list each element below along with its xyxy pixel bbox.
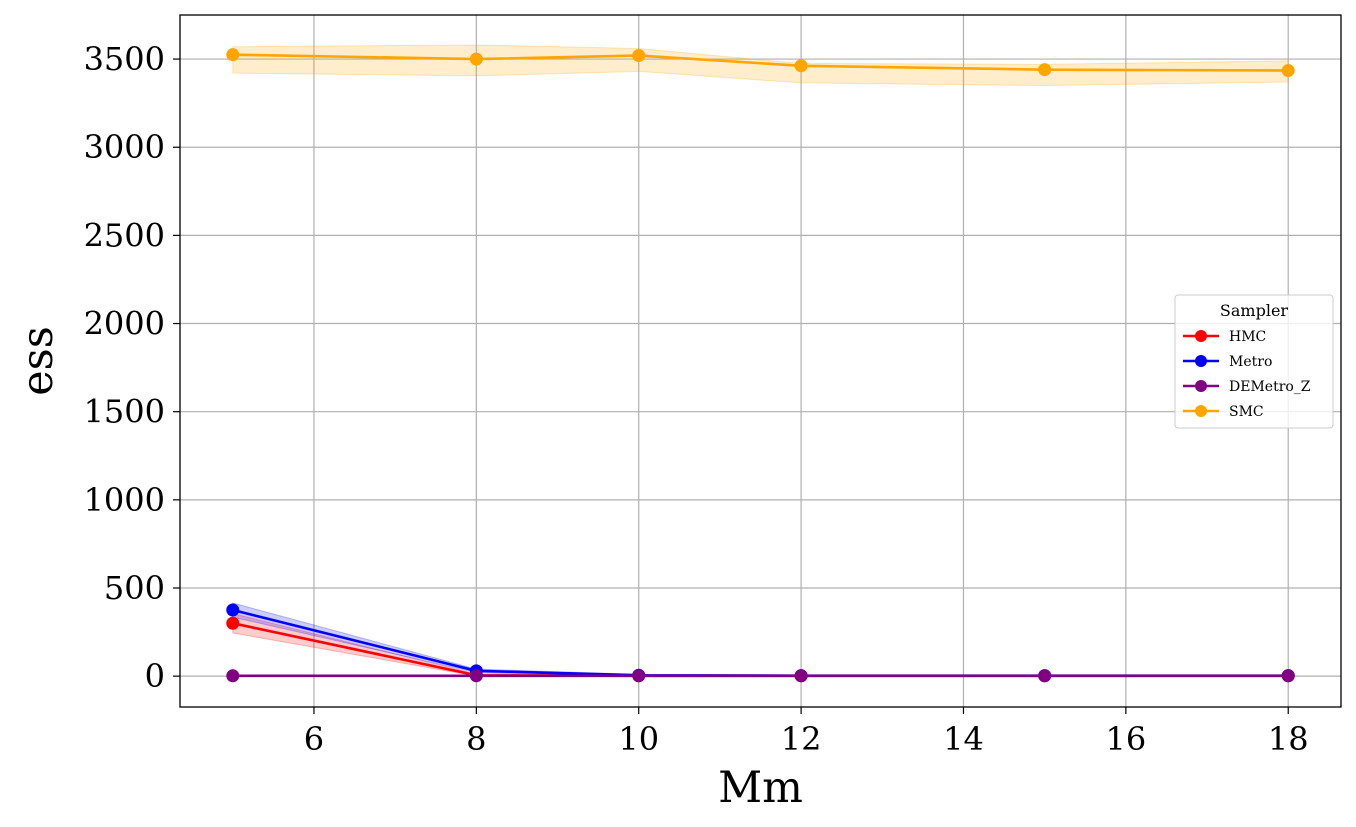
- y-tick-label: 1000: [84, 481, 165, 519]
- point-hmc: [226, 616, 240, 630]
- legend-label: SMC: [1229, 404, 1264, 420]
- point-smc: [794, 59, 808, 73]
- legend-swatch-marker: [1195, 355, 1207, 367]
- legend-box: [1174, 294, 1334, 429]
- line-smc: [232, 53, 1289, 72]
- legend-item-metro: Metro: [1183, 354, 1272, 370]
- line-metro: [232, 608, 1289, 677]
- series-points: [226, 48, 1295, 683]
- band-metro: [232, 602, 1289, 677]
- legend-item-hmc: HMC: [1183, 329, 1266, 345]
- point-smc: [1038, 63, 1052, 77]
- point-smc: [469, 52, 483, 66]
- y-tick-label: 3000: [84, 128, 165, 166]
- legend-swatch-marker: [1195, 405, 1207, 417]
- x-tick-label: 6: [304, 720, 324, 758]
- legend-item-smc: SMC: [1183, 404, 1264, 420]
- y-tick-labels: 0 500 1000 1500 2000 2500 3000 3500: [84, 40, 165, 695]
- legend-swatch-marker: [1195, 330, 1207, 342]
- grid-lines: [180, 15, 1341, 707]
- x-tick-label: 10: [618, 720, 659, 758]
- legend-label: HMC: [1229, 329, 1266, 345]
- point-metro: [226, 603, 240, 617]
- y-tick-label: 0: [145, 657, 165, 695]
- point-demetro-z: [1038, 669, 1052, 683]
- x-axis-title: Mm: [718, 763, 803, 813]
- x-tick-label: 16: [1105, 720, 1146, 758]
- confidence-bands: [232, 44, 1289, 677]
- x-tick-label: 18: [1268, 720, 1309, 758]
- legend-label: Metro: [1229, 354, 1272, 370]
- y-tick-label: 2500: [84, 216, 165, 254]
- legend-title: Sampler: [1220, 301, 1289, 320]
- point-demetro-z: [469, 669, 483, 683]
- x-tick-labels: 6 8 10 12 14 16 18: [304, 720, 1309, 758]
- y-tick-label: 500: [104, 569, 165, 607]
- point-demetro-z: [794, 669, 808, 683]
- band-hmc: [232, 612, 1289, 677]
- band-smc: [232, 44, 1289, 87]
- legend-swatch-marker: [1195, 380, 1207, 392]
- legend-label: DEMetro_Z: [1229, 379, 1311, 395]
- legend-items: HMC Metro DEMetro_Z SMC: [1183, 329, 1311, 420]
- x-tick-label: 14: [943, 720, 984, 758]
- point-smc: [632, 49, 646, 63]
- tick-marks: [173, 58, 1289, 714]
- series-lines: [232, 53, 1289, 678]
- point-smc: [1281, 64, 1295, 78]
- legend: Sampler HMC Metro DEMetro_Z SMC: [1174, 294, 1334, 429]
- x-tick-label: 12: [781, 720, 822, 758]
- y-tick-label: 2000: [84, 305, 165, 343]
- plot-frame: [179, 14, 1342, 708]
- point-smc: [226, 48, 240, 62]
- point-demetro-z: [632, 669, 646, 683]
- x-tick-label: 8: [466, 720, 486, 758]
- point-demetro-z: [1281, 669, 1295, 683]
- point-demetro-z: [226, 669, 240, 683]
- y-axis-title: ess: [13, 326, 63, 396]
- y-tick-label: 3500: [84, 40, 165, 78]
- legend-item-demetro-z: DEMetro_Z: [1183, 379, 1311, 395]
- y-tick-label: 1500: [84, 393, 165, 431]
